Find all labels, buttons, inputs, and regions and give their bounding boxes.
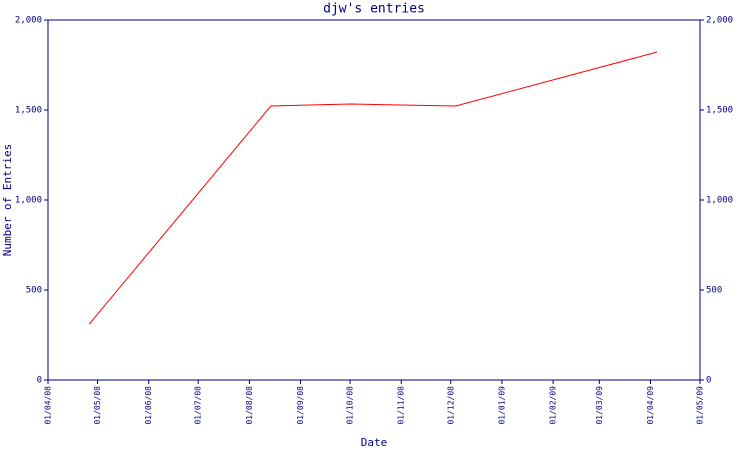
y-tick-label: 1,000 [15, 196, 42, 206]
x-tick-label: 01/09/08 [296, 386, 305, 425]
y-tick-label: 2,000 [15, 16, 42, 26]
y2-tick-label: 1,500 [706, 106, 733, 116]
x-tick-label: 01/07/08 [194, 386, 203, 425]
x-tick-label: 01/08/08 [245, 386, 254, 425]
y2-tick-label: 1,000 [706, 196, 733, 206]
x-tick-label: 01/10/08 [346, 386, 355, 425]
chart-title: djw's entries [323, 2, 425, 17]
x-tick-label: 01/04/08 [44, 386, 53, 425]
plot-frame [47, 19, 701, 381]
data-line [88, 51, 658, 325]
x-tick-label: 01/06/08 [144, 386, 153, 425]
y2-tick-label: 500 [706, 286, 722, 296]
x-tick-label: 01/05/09 [696, 386, 705, 425]
y-tick-label: 1,500 [15, 106, 42, 116]
x-tick-label: 01/12/08 [446, 386, 455, 425]
x-tick-label: 01/11/08 [397, 386, 406, 425]
y2-tick-label: 2,000 [706, 16, 733, 26]
x-tick-label: 01/03/09 [595, 386, 604, 425]
x-tick-label: 01/05/08 [93, 386, 102, 425]
x-tick-label: 01/01/09 [497, 386, 506, 425]
y-axis-label: Number of Entries [1, 144, 14, 257]
x-tick-label: 01/02/09 [549, 386, 558, 425]
y-tick-label: 500 [26, 286, 42, 296]
y-tick-label: 0 [37, 376, 42, 386]
x-axis-label: Date [361, 436, 388, 449]
x-tick-label: 01/04/09 [646, 386, 655, 425]
y2-tick-label: 0 [706, 376, 711, 386]
